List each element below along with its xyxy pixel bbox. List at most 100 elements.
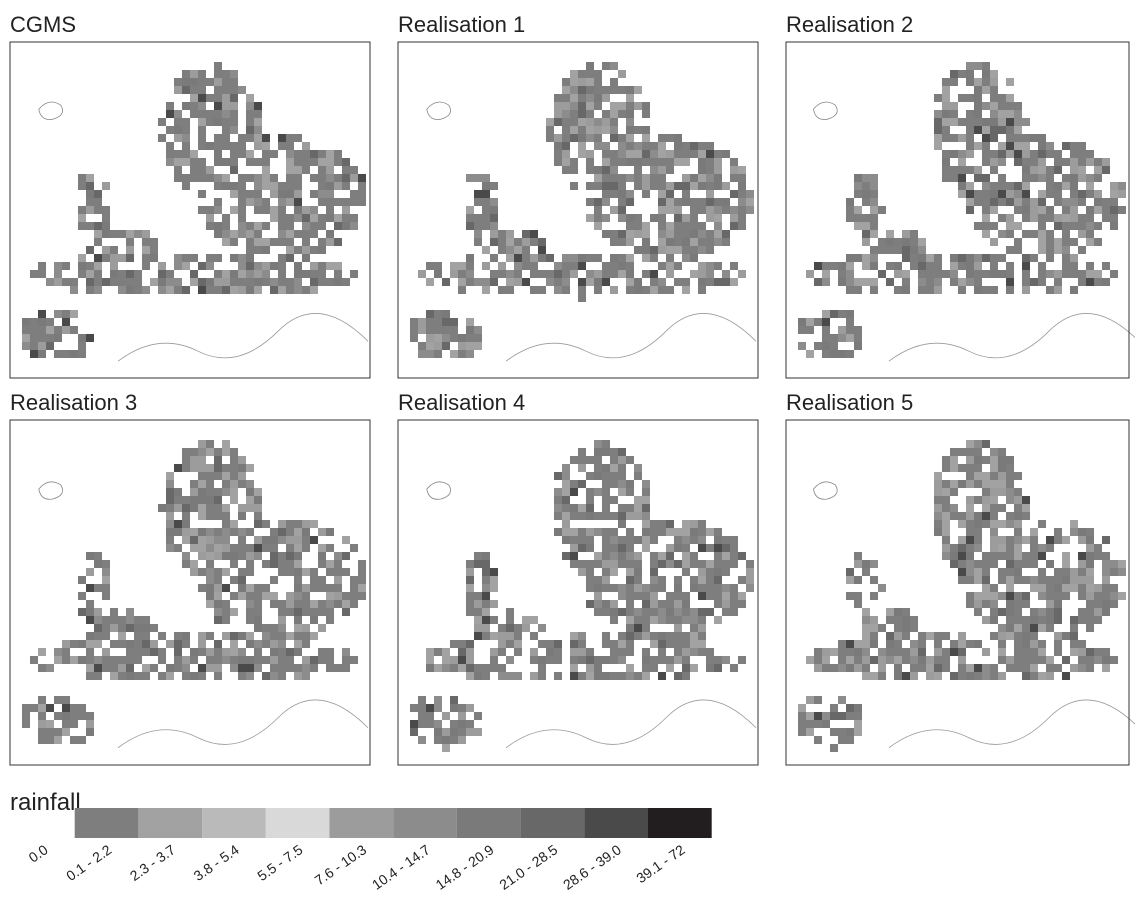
- map-cell: [690, 230, 698, 238]
- map-cell: [458, 712, 466, 720]
- map-cell: [990, 496, 998, 504]
- map-cell: [426, 648, 434, 656]
- map-cell: [870, 262, 878, 270]
- map-cell: [1070, 254, 1078, 262]
- map-cell: [870, 632, 878, 640]
- map-cell: [730, 166, 738, 174]
- map-cell: [246, 560, 254, 568]
- map-cell: [1054, 238, 1062, 246]
- map-cell: [974, 440, 982, 448]
- map-cell: [230, 126, 238, 134]
- map-cell: [958, 640, 966, 648]
- map-cell: [746, 584, 754, 592]
- map-cell: [1086, 648, 1094, 656]
- map-cell: [310, 584, 318, 592]
- map-cell: [846, 736, 854, 744]
- map-cell: [1070, 158, 1078, 166]
- map-cell: [30, 334, 38, 342]
- map-cell: [1110, 190, 1118, 198]
- map-cell: [950, 544, 958, 552]
- map-cell: [822, 350, 830, 358]
- map-cell: [838, 326, 846, 334]
- map-cell: [458, 286, 466, 294]
- map-cell: [22, 334, 30, 342]
- map-cell: [1046, 544, 1054, 552]
- map-cell: [610, 166, 618, 174]
- map-cell: [642, 672, 650, 680]
- legend-label: 10.4 - 14.7: [369, 841, 433, 893]
- map-cell: [966, 198, 974, 206]
- map-cell: [822, 326, 830, 334]
- map-cell: [950, 512, 958, 520]
- map-cell: [230, 592, 238, 600]
- map-cell: [974, 270, 982, 278]
- map-cell: [934, 286, 942, 294]
- legend-label: 2.3 - 3.7: [127, 841, 178, 884]
- map-cell: [1030, 640, 1038, 648]
- map-cell: [450, 262, 458, 270]
- map-cell: [318, 278, 326, 286]
- map-cell: [174, 640, 182, 648]
- map-cell: [682, 230, 690, 238]
- map-cell: [246, 174, 254, 182]
- map-cell: [254, 182, 262, 190]
- map-cell: [278, 286, 286, 294]
- map-cell: [482, 206, 490, 214]
- map-cell: [182, 262, 190, 270]
- map-cell: [658, 190, 666, 198]
- map-cell: [458, 704, 466, 712]
- map-cell: [990, 480, 998, 488]
- map-cell: [650, 592, 658, 600]
- map-cell: [222, 648, 230, 656]
- map-cell: [706, 190, 714, 198]
- coastline: [813, 101, 838, 120]
- map-cell: [238, 456, 246, 464]
- map-cell: [222, 230, 230, 238]
- map-cell: [618, 632, 626, 640]
- map-cell: [238, 198, 246, 206]
- map-cell: [214, 672, 222, 680]
- map-cell: [854, 600, 862, 608]
- map-cell: [950, 552, 958, 560]
- map-cell: [586, 560, 594, 568]
- map-cell: [294, 262, 302, 270]
- map-cell: [1030, 656, 1038, 664]
- map-cell: [690, 174, 698, 182]
- map-cell: [1006, 190, 1014, 198]
- map-cell: [958, 70, 966, 78]
- map-cell: [1022, 206, 1030, 214]
- map-cell: [650, 158, 658, 166]
- map-cell: [966, 278, 974, 286]
- map-cell: [846, 712, 854, 720]
- map-cell: [270, 632, 278, 640]
- map-cell: [738, 576, 746, 584]
- map-cell: [822, 712, 830, 720]
- map-cell: [562, 110, 570, 118]
- map-cell: [1014, 648, 1022, 656]
- map-cell: [174, 504, 182, 512]
- map-cell: [490, 182, 498, 190]
- map-cell: [942, 126, 950, 134]
- map-cell: [294, 672, 302, 680]
- map-frame: [785, 419, 1130, 766]
- map-cell: [214, 528, 222, 536]
- map-cell: [86, 278, 94, 286]
- map-cell: [46, 736, 54, 744]
- map-cell: [974, 254, 982, 262]
- map-cell: [722, 592, 730, 600]
- map-cell: [674, 576, 682, 584]
- map-cell: [1014, 512, 1022, 520]
- map-cell: [1006, 512, 1014, 520]
- map-cell: [1078, 222, 1086, 230]
- map-cell: [38, 712, 46, 720]
- map-cell: [570, 118, 578, 126]
- map-cell: [650, 270, 658, 278]
- map-cell: [942, 456, 950, 464]
- map-cell: [682, 568, 690, 576]
- map-cell: [174, 150, 182, 158]
- map-cell: [206, 94, 214, 102]
- map-cell: [746, 198, 754, 206]
- map-cell: [342, 198, 350, 206]
- map-cell: [358, 576, 366, 584]
- map-cell: [554, 142, 562, 150]
